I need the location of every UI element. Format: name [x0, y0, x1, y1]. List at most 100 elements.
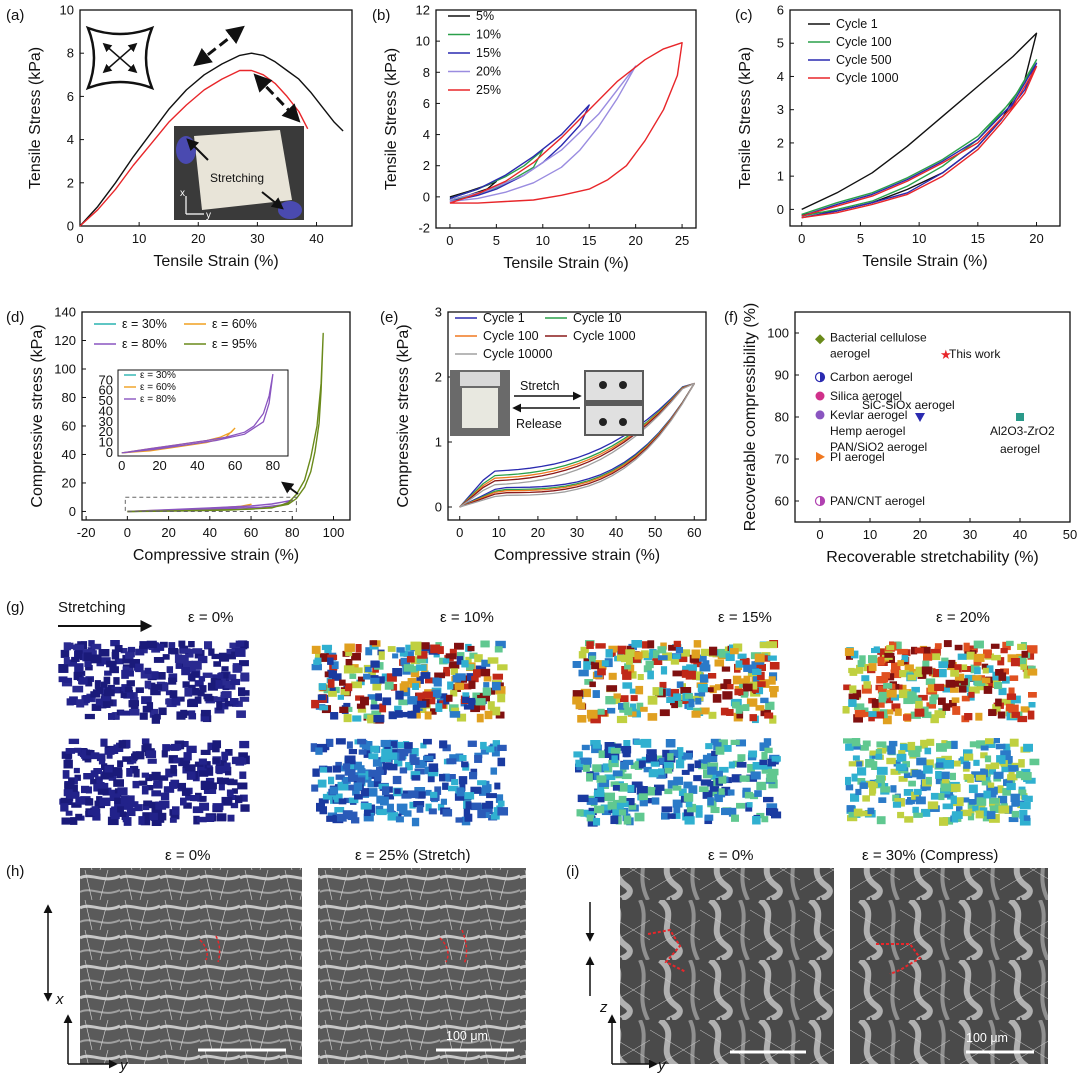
- x-tick-label: 10: [536, 233, 550, 248]
- y-tick-label: 70: [775, 452, 789, 467]
- particle: [412, 704, 420, 713]
- particle: [879, 676, 889, 683]
- particle: [885, 694, 894, 704]
- particle: [358, 749, 367, 755]
- series-line: [801, 32, 1038, 216]
- particle: [410, 656, 421, 665]
- particle: [344, 683, 353, 692]
- point-label: PAN/CNT aerogel: [830, 494, 925, 508]
- particle: [99, 782, 109, 792]
- y-tick-label: 10: [60, 3, 74, 18]
- particle: [1028, 702, 1036, 708]
- inset-x-tick-label: 40: [190, 458, 204, 473]
- concave-square-icon: [85, 25, 155, 91]
- particle: [845, 776, 852, 786]
- particle: [221, 796, 233, 806]
- particle: [940, 771, 950, 780]
- particle: [608, 645, 619, 653]
- particle: [989, 766, 996, 775]
- particle: [166, 666, 174, 673]
- particle: [382, 762, 393, 770]
- particle: [213, 661, 221, 667]
- particle: [887, 709, 894, 715]
- particle: [666, 696, 675, 704]
- particle: [61, 680, 73, 687]
- particle: [605, 696, 616, 705]
- particle: [850, 793, 860, 802]
- particle: [101, 763, 108, 771]
- particle: [747, 764, 755, 773]
- particle: [360, 696, 369, 706]
- particle: [897, 648, 908, 655]
- particle: [942, 687, 954, 693]
- particle: [668, 644, 678, 651]
- particle: [423, 755, 434, 762]
- particle: [969, 741, 980, 748]
- particle: [763, 738, 772, 746]
- particle: [873, 711, 885, 719]
- particle: [182, 681, 190, 688]
- x-axis-label: Tensile Strain (%): [862, 253, 987, 270]
- particle: [334, 793, 341, 803]
- particle: [848, 761, 857, 767]
- particle: [390, 684, 398, 691]
- particle: [852, 755, 860, 761]
- scatter-point: [915, 413, 925, 422]
- particle: [1027, 710, 1035, 720]
- particle: [890, 669, 902, 679]
- inset-y-tick-label: 40: [99, 403, 113, 418]
- particle: [200, 713, 209, 722]
- particle: [671, 699, 679, 709]
- particle: [735, 705, 743, 714]
- particle: [660, 666, 668, 675]
- particle: [930, 714, 939, 724]
- particle: [332, 673, 342, 681]
- particle: [125, 652, 134, 659]
- particle: [395, 690, 404, 700]
- particle: [1027, 665, 1036, 671]
- particle: [950, 783, 961, 792]
- particle: [767, 655, 777, 661]
- particle: [590, 740, 601, 747]
- particle: [422, 691, 433, 699]
- particle: [969, 799, 980, 805]
- particle: [950, 760, 961, 767]
- particle: [734, 688, 744, 696]
- particle: [647, 670, 654, 680]
- particle: [343, 714, 352, 723]
- inset-legend-label: ε = 30%: [140, 370, 176, 381]
- particle: [344, 755, 356, 765]
- particle: [121, 669, 129, 679]
- particle: [694, 760, 702, 769]
- particle: [113, 779, 124, 787]
- particle: [768, 676, 776, 685]
- particle: [318, 683, 327, 690]
- particle: [604, 749, 611, 759]
- particle: [416, 676, 424, 684]
- particle: [989, 797, 1000, 804]
- particle: [363, 750, 371, 758]
- particle: [974, 667, 981, 675]
- particle: [238, 687, 246, 697]
- particle: [419, 642, 430, 650]
- particle: [367, 694, 379, 700]
- particle: [617, 645, 627, 655]
- particle: [489, 706, 501, 716]
- inset-y-tick-label: 10: [99, 435, 113, 450]
- particle: [623, 815, 632, 825]
- particle: [111, 651, 120, 660]
- inset-x-tick-label: 60: [228, 458, 242, 473]
- particle: [168, 648, 179, 654]
- particle: [627, 784, 635, 793]
- particle: [843, 684, 851, 691]
- particle: [417, 651, 428, 659]
- particle: [428, 808, 437, 815]
- particle: [971, 771, 982, 778]
- particle: [398, 699, 409, 706]
- particle: [337, 694, 344, 700]
- particle: [162, 744, 170, 752]
- particle: [914, 647, 924, 654]
- particle: [61, 751, 73, 759]
- particle: [926, 759, 934, 768]
- particle: [455, 817, 463, 823]
